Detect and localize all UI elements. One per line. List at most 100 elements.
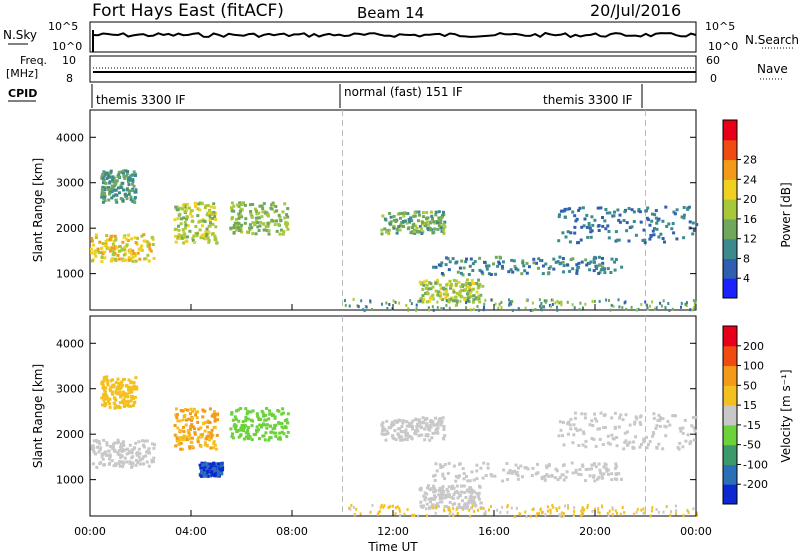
echo-cell bbox=[213, 467, 217, 471]
echo-cell bbox=[410, 421, 414, 425]
echo-cell bbox=[415, 308, 417, 312]
echo-cell bbox=[405, 221, 409, 225]
echo-cell bbox=[520, 272, 524, 276]
echo-cell bbox=[447, 300, 451, 304]
echo-cell bbox=[259, 220, 263, 224]
echo-cell bbox=[175, 416, 179, 420]
echo-cell bbox=[188, 229, 192, 233]
echo-cell bbox=[281, 210, 285, 214]
freq-panel: Freq. [MHz] 10 8 60 0 Nave bbox=[6, 54, 788, 85]
echo-cell bbox=[281, 407, 285, 411]
echo-cell bbox=[655, 221, 659, 225]
echo-cell bbox=[197, 427, 201, 431]
echo-cell bbox=[552, 298, 554, 302]
echo-cell bbox=[382, 428, 385, 432]
echo-cell bbox=[422, 280, 426, 284]
echo-cell bbox=[521, 475, 524, 479]
echo-cell bbox=[593, 417, 597, 421]
echo-cell bbox=[620, 265, 624, 269]
echo-cell bbox=[285, 213, 289, 217]
echo-cell bbox=[458, 474, 461, 478]
echo-cell bbox=[181, 409, 184, 413]
echo-cell bbox=[452, 278, 456, 282]
echo-cell bbox=[114, 462, 118, 466]
echo-cell bbox=[273, 223, 277, 227]
echo-cell bbox=[412, 214, 416, 218]
echo-cell bbox=[558, 420, 562, 424]
echo-cell bbox=[196, 207, 200, 211]
echo-cell bbox=[252, 433, 256, 436]
echo-cell bbox=[261, 411, 265, 415]
echo-cell bbox=[218, 465, 222, 469]
echo-cell bbox=[278, 435, 282, 439]
echo-cell bbox=[258, 204, 262, 208]
echo-cell bbox=[182, 216, 186, 220]
echo-cell bbox=[134, 441, 138, 445]
echo-cell bbox=[202, 233, 205, 237]
echo-cell bbox=[471, 269, 475, 272]
echo-cell bbox=[399, 438, 403, 442]
echo-cell bbox=[174, 240, 178, 244]
echo-cell bbox=[658, 418, 662, 422]
echo-cell bbox=[233, 423, 237, 427]
echo-cell bbox=[451, 496, 455, 500]
echo-cell bbox=[243, 203, 247, 207]
echo-cell bbox=[204, 465, 208, 469]
echo-cell bbox=[246, 432, 250, 436]
echo-cell bbox=[286, 215, 290, 219]
echo-cell bbox=[638, 420, 642, 424]
echo-cell bbox=[480, 507, 483, 510]
echo-cell bbox=[286, 227, 290, 231]
echo-cell bbox=[580, 463, 584, 467]
echo-cell bbox=[125, 237, 129, 241]
echo-cell bbox=[398, 228, 402, 232]
echo-cell bbox=[105, 171, 109, 175]
y-tick-label: 2000 bbox=[56, 428, 84, 441]
echo-cell bbox=[419, 500, 423, 504]
echo-cell bbox=[589, 260, 593, 264]
echo-cell bbox=[621, 506, 624, 509]
echo-cell bbox=[211, 412, 215, 416]
echo-cell bbox=[117, 462, 121, 465]
echo-cell bbox=[415, 307, 418, 311]
echo-cell bbox=[440, 419, 444, 423]
echo-cell bbox=[286, 222, 290, 226]
echo-cell bbox=[510, 258, 514, 262]
echo-cell bbox=[414, 429, 417, 433]
nave-tick-bottom: 0 bbox=[710, 72, 717, 85]
echo-cell bbox=[256, 414, 260, 418]
echo-cell bbox=[125, 197, 129, 201]
echo-cell bbox=[408, 422, 412, 426]
echo-cell bbox=[660, 304, 663, 308]
echo-cell bbox=[452, 506, 455, 510]
echo-cell bbox=[478, 485, 482, 489]
nsky-panel: N.Sky 10^5 10^0 10^5 10^0 N.Search bbox=[3, 20, 799, 53]
echo-cell bbox=[688, 220, 692, 224]
echo-cell bbox=[119, 186, 123, 190]
echo-cell bbox=[140, 244, 144, 248]
echo-cell bbox=[680, 301, 683, 305]
echo-cell bbox=[461, 285, 464, 288]
echo-cell bbox=[644, 435, 648, 439]
echo-cell bbox=[189, 212, 193, 216]
echo-cell bbox=[205, 227, 209, 231]
echo-cell bbox=[231, 418, 235, 422]
echo-cell bbox=[475, 281, 479, 285]
echo-cell bbox=[581, 511, 583, 515]
echo-cell bbox=[190, 423, 194, 427]
echo-cell bbox=[621, 418, 625, 422]
echo-cell bbox=[199, 219, 203, 223]
echo-cell bbox=[380, 228, 384, 232]
echo-cell bbox=[129, 195, 133, 199]
echo-cell bbox=[682, 206, 686, 209]
echo-cell bbox=[583, 217, 587, 221]
echo-cell bbox=[122, 253, 126, 257]
echo-cell bbox=[115, 246, 119, 250]
echo-cell bbox=[429, 282, 433, 286]
echo-cell bbox=[594, 507, 596, 511]
echo-cell bbox=[552, 267, 556, 271]
echo-cell bbox=[611, 513, 614, 517]
echo-cell bbox=[562, 443, 566, 447]
echo-cell bbox=[671, 222, 675, 225]
echo-cell bbox=[379, 505, 382, 509]
